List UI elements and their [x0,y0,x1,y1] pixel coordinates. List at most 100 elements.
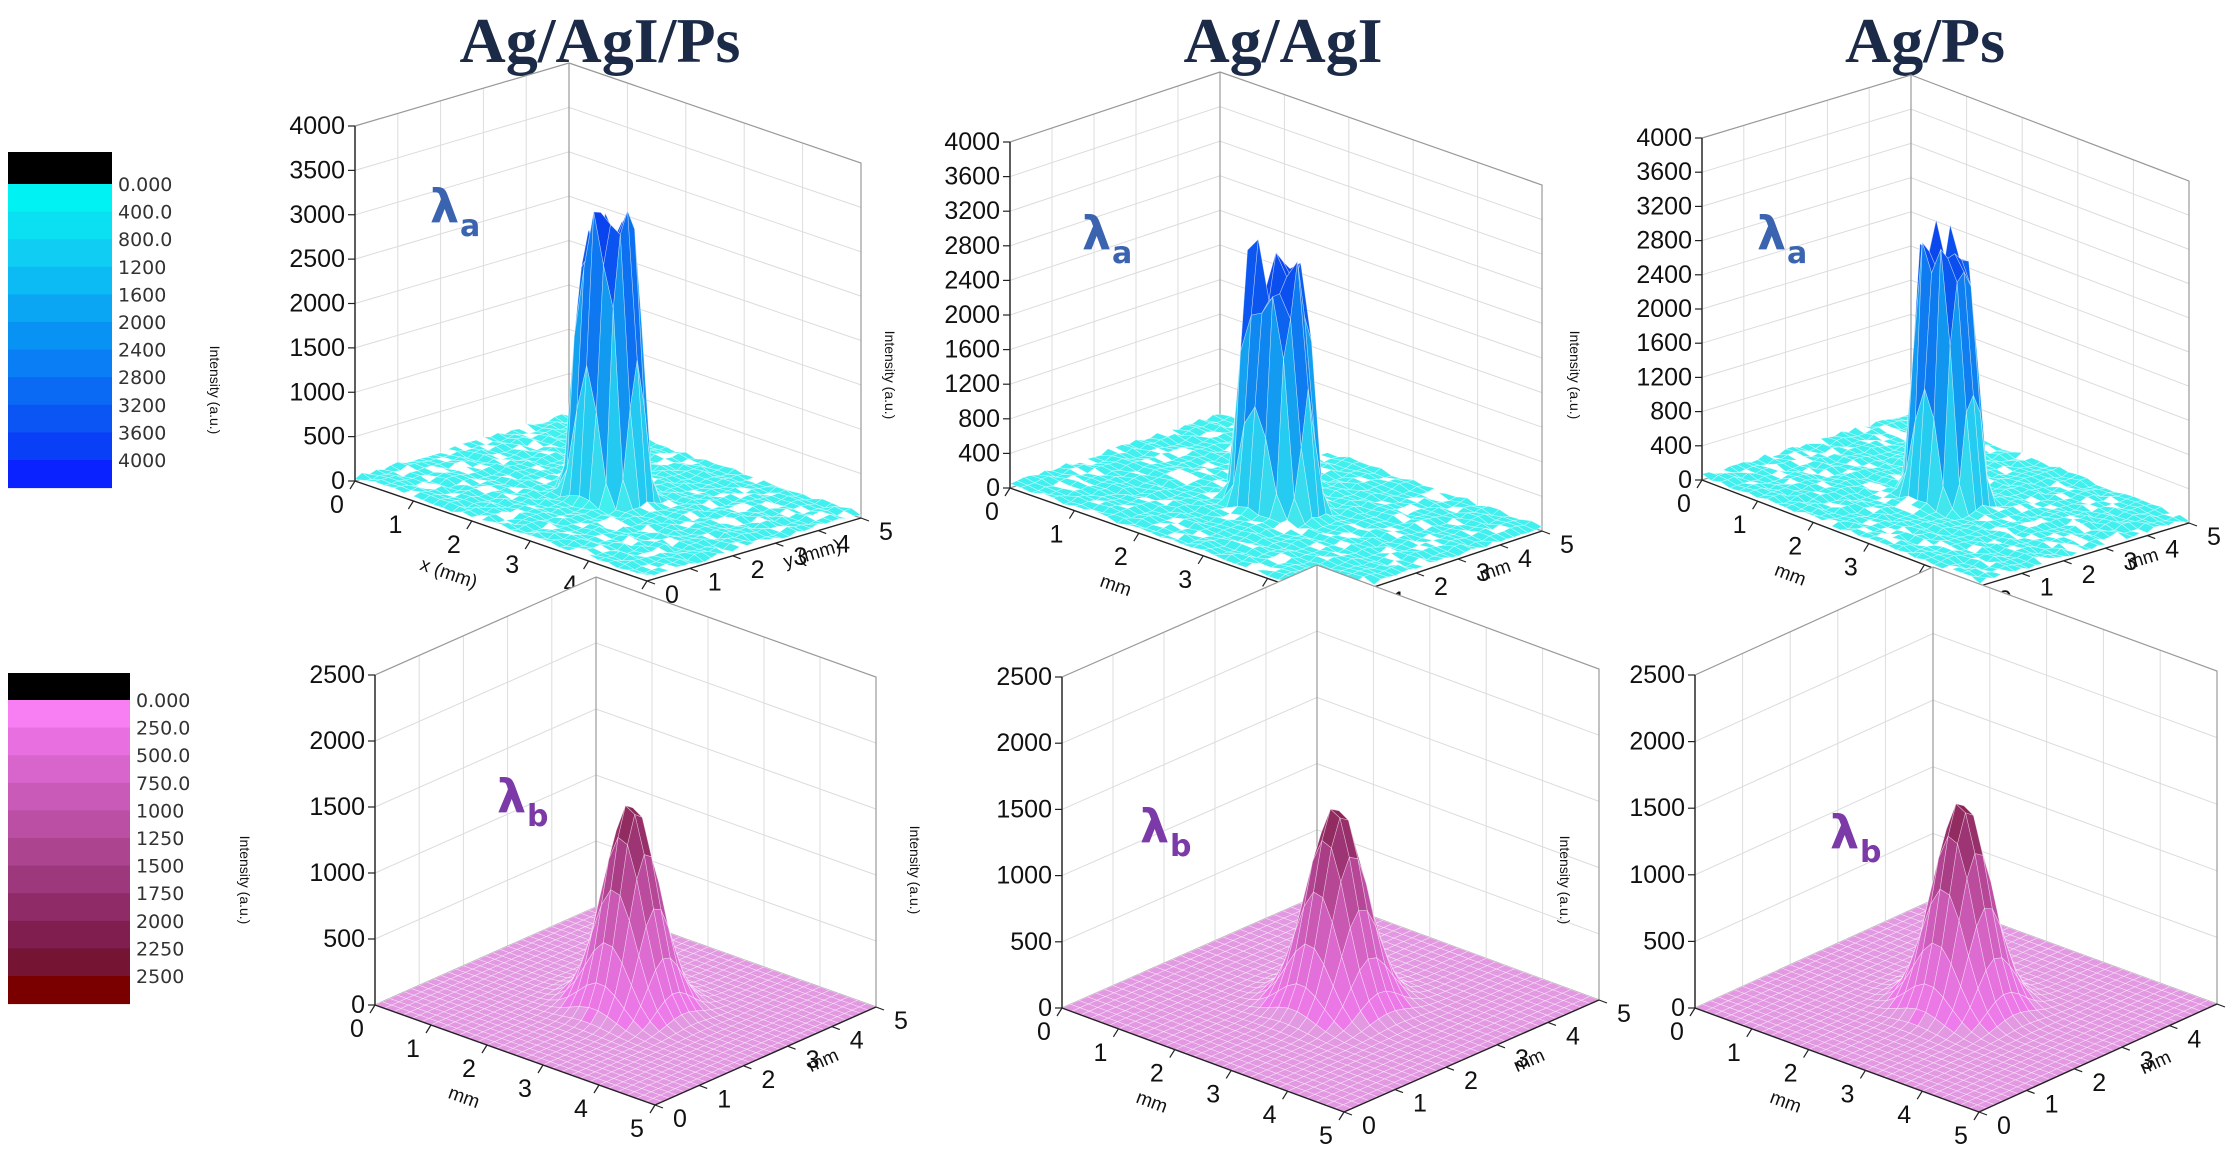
colorbar-band [8,349,112,378]
z-tick-label: 0 [331,467,345,495]
colorbar-band [8,432,112,461]
y-tick [1547,1021,1557,1026]
y-tick-label: 1 [1413,1090,1427,1118]
z-tick-label: 1500 [309,793,365,821]
z-tick-label: 1600 [944,336,1000,364]
z-tick-label: 2400 [944,266,1000,294]
x-tick [1133,532,1140,542]
y-axis-line [1979,522,2190,587]
lambda-subscript: b [527,799,548,834]
axes: 0500100015002000250030003500400001234501… [207,112,893,619]
colorbar-tick-label: 2000 [136,911,184,933]
y-tick [1541,530,1551,535]
x-tick [1056,1007,1063,1017]
x-tick [1696,479,1703,489]
z-tick-label: 2000 [944,301,1000,329]
y-tick-label: 4 [2165,536,2179,564]
left-wall [375,577,596,1005]
z-tick-label: 4000 [1636,124,1692,152]
colorbar-band [8,294,112,323]
y-tick [875,1006,885,1011]
surface-cell [1969,575,1988,585]
lambda-subscript: a [1112,236,1132,271]
z-tick-label: 2500 [996,663,1052,691]
z-tick-label: 500 [323,925,365,953]
y-tick [1457,558,1467,563]
colorbar-tick-label: 250.0 [136,718,190,740]
z-tick-label: 2400 [1636,261,1692,289]
z-tick-label: 1000 [996,862,1052,890]
x-tick [407,500,414,510]
y-tick [654,1104,664,1109]
y-tick-label: 2 [1434,573,1448,601]
colorbar-band [8,782,130,811]
x-tick [1197,555,1204,565]
y-tick [1496,1044,1506,1049]
y-tick [775,542,784,547]
y-tick [1598,999,1608,1004]
z-axis-label: Intensity (a.u.) [237,836,253,925]
y-tick [732,555,741,560]
colorbar-tick-label: 1600 [118,284,166,306]
y-tick-label: 5 [2207,523,2221,551]
y-tick [2021,572,2031,577]
y-tick-label: 3 [1476,559,1490,587]
z-tick-label: 1500 [289,334,345,362]
colorbar-band [8,184,112,213]
z-tick-label: 500 [1010,928,1052,956]
x-tick [1262,578,1269,587]
y-tick-label: 2 [761,1066,775,1094]
y-tick-label: 0 [673,1105,687,1133]
y-tick [689,567,699,572]
x-tick [1004,487,1011,497]
z-tick-label: 500 [303,423,345,451]
surface-mesh [1701,219,2190,585]
top-frame [1701,74,1912,139]
colorbar-band [8,211,112,240]
x-tick [537,1064,544,1074]
colorbar-tick-label: 2400 [118,340,166,362]
colorbar-band [8,700,130,729]
z-tick-label: 1200 [1636,363,1692,391]
x-tick-label: 1 [388,511,402,539]
y-tick [2063,560,2072,565]
x-tick [649,1104,656,1114]
y-tick [1415,572,1425,577]
y-tick-label: 1 [708,568,722,596]
lambda-symbol: λ [1082,206,1111,260]
y-tick-label: 5 [1617,1000,1631,1028]
top-frame [374,576,597,676]
y-tick-label: 4 [1566,1022,1580,1050]
x-tick-label: 1 [1093,1039,1107,1067]
x-tick-label: 2 [1150,1060,1164,1088]
colorbar-band [8,377,112,406]
y-tick [2105,547,2114,552]
x-axis-label: mm [1097,571,1134,601]
colorbar-band [8,920,130,949]
x-tick [425,1024,432,1034]
colorbar-band [8,893,130,922]
x-tick [583,560,590,570]
y-axis-line [646,517,862,582]
x-tick-label: 0 [330,491,344,519]
x-tick [481,1044,488,1054]
z-tick-label: 1000 [289,378,345,406]
x-tick [1863,543,1870,552]
z-tick-label: 3200 [1636,192,1692,220]
x-tick [349,480,356,490]
lambda-subscript: a [1787,236,1807,271]
colorbar-tick-label: 3200 [118,395,166,417]
z-tick-label: 4000 [944,128,1000,156]
lambda-symbol: λ [497,769,526,823]
colorbar-band [8,727,130,756]
z-tick-label: 2800 [944,232,1000,260]
x-tick-label: 2 [1788,532,1802,560]
y-tick-label: 4 [836,531,850,559]
colorbar-band [8,460,112,489]
colorbar-tick-label: 1750 [136,883,184,905]
colorbar-tick-label: 800.0 [118,229,172,251]
